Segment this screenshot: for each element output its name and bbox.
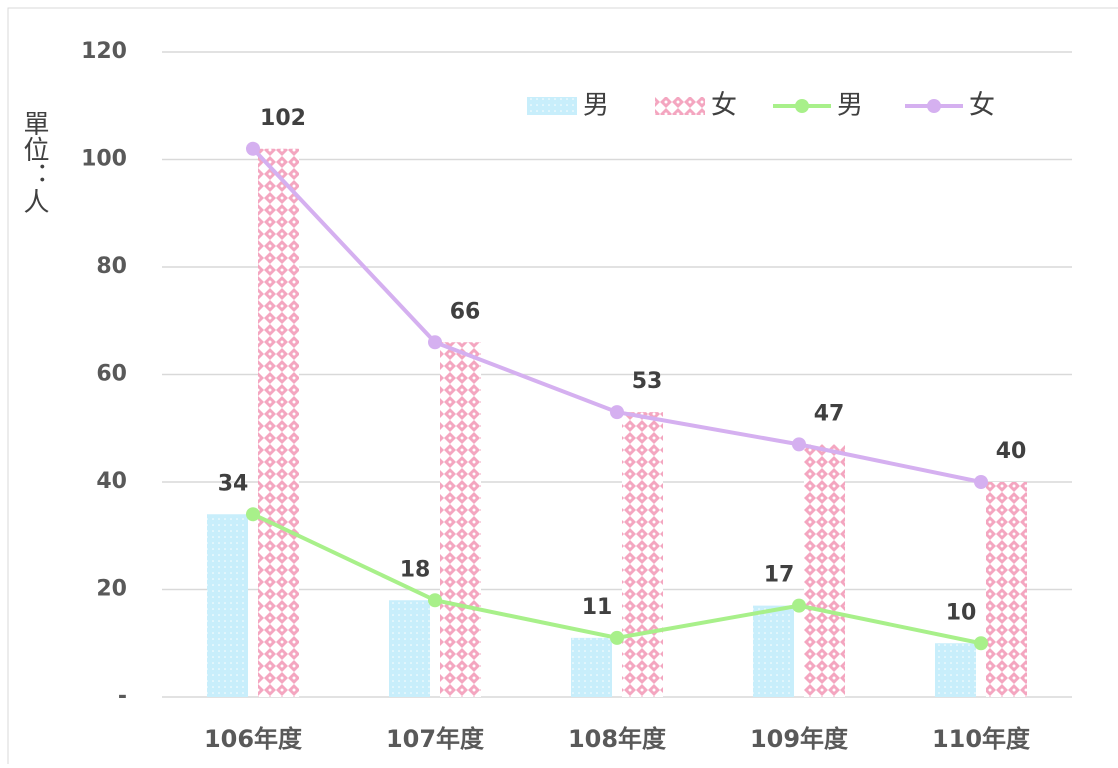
line-marker (428, 335, 442, 350)
legend-label: 女 (969, 91, 995, 121)
y-tick-label: - (118, 684, 127, 709)
data-label: 53 (632, 369, 663, 394)
legend-swatch (527, 97, 577, 115)
x-tick-label: 107年度 (386, 725, 485, 753)
x-tick-label: 106年度 (204, 725, 303, 753)
bar (986, 482, 1027, 697)
line-marker (610, 630, 624, 645)
bar (753, 605, 794, 697)
y-tick-label: 40 (96, 469, 127, 494)
data-label: 11 (582, 595, 613, 620)
data-label: 47 (814, 401, 845, 426)
y-axis-label: 單位：人 (19, 110, 49, 214)
y-tick-label: 120 (81, 39, 127, 64)
bar (804, 444, 845, 697)
bar (935, 643, 976, 697)
data-label: 17 (764, 563, 795, 588)
bar (258, 148, 299, 697)
line-marker (792, 598, 806, 613)
legend-label: 男 (837, 91, 863, 121)
line (252, 512, 982, 646)
line-marker (246, 507, 260, 522)
line (251, 147, 982, 484)
line-marker (246, 141, 260, 156)
data-label: 66 (450, 299, 481, 324)
bar (622, 412, 663, 697)
line-marker (974, 636, 988, 651)
line-marker (610, 405, 624, 420)
data-label: 34 (218, 471, 249, 496)
x-tick-label: 110年度 (932, 725, 1031, 753)
bar (389, 600, 430, 697)
legend-label: 女 (711, 91, 737, 121)
line-marker (428, 593, 442, 608)
line-marker (792, 437, 806, 452)
data-label: 102 (260, 106, 306, 131)
line-marker (974, 475, 988, 489)
y-tick-label: 60 (96, 362, 127, 387)
x-tick-label: 108年度 (568, 725, 667, 753)
x-tick-label: 109年度 (750, 725, 849, 753)
y-tick-label: 20 (96, 577, 127, 602)
legend-swatch (655, 97, 705, 115)
y-tick-label: 100 (81, 147, 127, 172)
bar (207, 514, 248, 697)
chart-border (7, 7, 1118, 768)
bar (571, 637, 612, 697)
data-label: 10 (946, 600, 977, 625)
legend-label: 男 (583, 91, 609, 121)
legend-marker (795, 99, 809, 113)
y-tick-label: 80 (96, 254, 127, 279)
bar (440, 342, 481, 697)
data-label: 18 (400, 557, 431, 582)
legend-marker (927, 99, 941, 113)
data-label: 40 (996, 439, 1027, 464)
